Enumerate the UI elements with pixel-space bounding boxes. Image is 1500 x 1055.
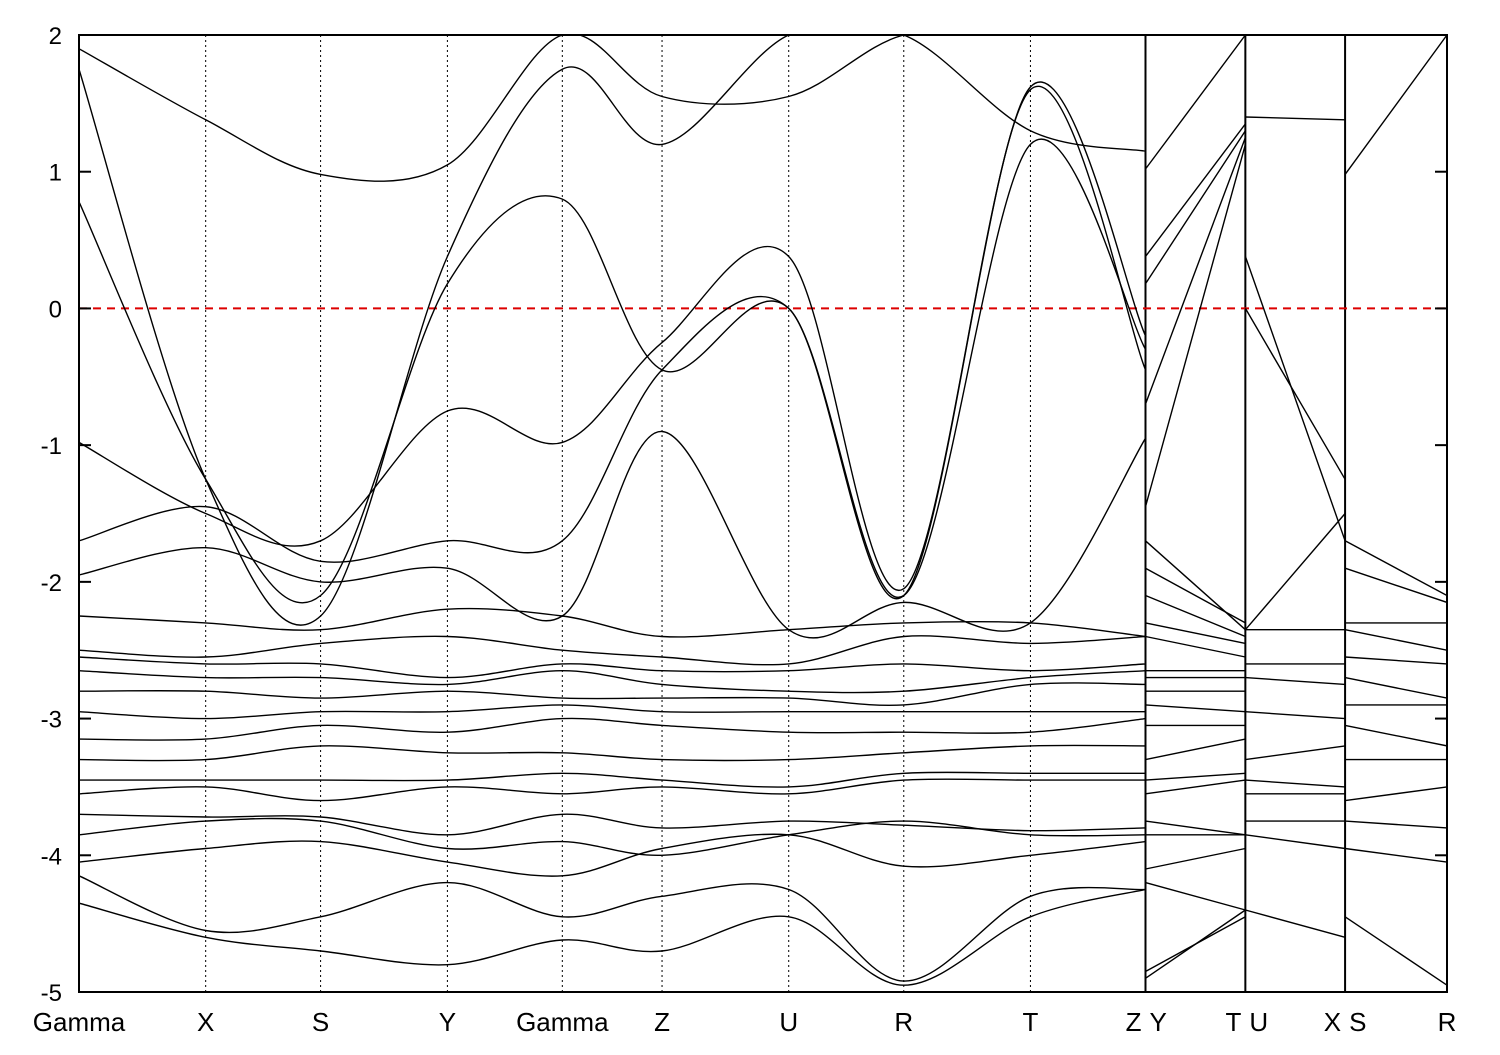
band-line <box>1244 308 1346 480</box>
band-line <box>1245 676 1346 686</box>
band-line <box>1145 916 1246 973</box>
band-line <box>1344 567 1447 604</box>
band-line <box>79 138 1147 599</box>
band-line <box>1344 540 1447 597</box>
band-line <box>79 81 1147 604</box>
kpoint-label: S <box>1349 1007 1366 1037</box>
kpoint-label: Z <box>1126 1007 1142 1037</box>
band-line <box>1344 35 1447 175</box>
band-line <box>1145 540 1246 631</box>
y-tick-label: -1 <box>41 433 62 460</box>
band-line <box>79 430 1147 639</box>
band-line <box>1245 745 1346 761</box>
y-tick-label: -4 <box>41 843 62 870</box>
band-line <box>79 888 1146 986</box>
band-line <box>79 85 1147 592</box>
band-line <box>79 35 1146 182</box>
band-line <box>79 607 1146 638</box>
band-line <box>79 833 1146 877</box>
kpoint-label: Y <box>439 1007 456 1037</box>
band-line <box>1145 847 1246 870</box>
y-tick-label: 0 <box>49 296 62 323</box>
y-tick-label: -3 <box>41 707 62 734</box>
kpoint-label: S <box>312 1007 329 1037</box>
band-line <box>79 717 1146 741</box>
band-line <box>1144 144 1247 507</box>
band-line <box>1145 567 1246 624</box>
band-line <box>79 744 1146 762</box>
band-line <box>1244 513 1346 631</box>
band-line <box>1145 704 1246 713</box>
band-line <box>1345 847 1447 863</box>
band-line <box>1245 711 1346 720</box>
band-line <box>79 813 1146 836</box>
band-line <box>1245 779 1346 788</box>
kpoint-label: T <box>1225 1007 1241 1037</box>
band-line <box>79 771 1146 788</box>
y-tick-label: -5 <box>41 980 62 1007</box>
kpoint-label: Gamma <box>33 1007 126 1037</box>
band-line <box>1245 909 1346 938</box>
band-line <box>1345 656 1447 665</box>
band-line <box>79 35 1146 626</box>
band-line <box>79 669 1146 694</box>
band-line <box>1345 820 1447 829</box>
band-line <box>1145 772 1246 781</box>
band-line <box>1144 137 1247 405</box>
band-line <box>1344 629 1447 651</box>
band-line <box>79 875 1146 982</box>
band-line <box>1144 35 1246 170</box>
kpoint-label: Gamma <box>516 1007 609 1037</box>
y-tick-label: -2 <box>41 570 62 597</box>
high-symmetry-gridlines <box>205 35 1346 992</box>
kpoint-label: X <box>197 1007 214 1037</box>
band-line <box>1245 834 1346 850</box>
band-line <box>79 778 1146 802</box>
plot-frame <box>78 34 1448 993</box>
kpoint-label: Y <box>1149 1007 1166 1037</box>
band-line <box>1145 820 1246 836</box>
band-line <box>79 682 1146 706</box>
band-line <box>1144 130 1246 285</box>
band-line <box>1344 724 1447 747</box>
band-line <box>1244 256 1346 542</box>
band-line <box>1245 116 1346 121</box>
band-line <box>1344 916 1447 986</box>
band-line <box>79 704 1146 720</box>
band-lines <box>79 35 1447 986</box>
x-axis-labels: Gamma X S Y Gamma Z U R T Z Y T U X S R <box>33 1007 1457 1037</box>
band-line <box>1144 123 1246 257</box>
y-tick-label: 2 <box>49 23 62 50</box>
band-line <box>79 817 1146 857</box>
band-line <box>1145 881 1246 911</box>
band-line <box>1145 622 1246 645</box>
kpoint-label: R <box>894 1007 913 1037</box>
band-line <box>1145 635 1246 658</box>
kpoint-label: T <box>1022 1007 1038 1037</box>
kpoint-label: X <box>1324 1007 1341 1037</box>
y-axis-ticks: 2 1 0 -1 -2 -3 -4 -5 <box>41 23 1447 1007</box>
y-tick-label: 1 <box>49 160 62 187</box>
kpoint-label: Z <box>654 1007 670 1037</box>
kpoint-label: U <box>779 1007 798 1037</box>
kpoint-label: R <box>1438 1007 1457 1037</box>
band-line <box>1345 786 1447 802</box>
band-line <box>1145 779 1246 795</box>
band-line <box>79 635 1146 666</box>
band-line <box>79 656 1146 679</box>
band-line <box>1145 594 1246 638</box>
kpoint-label: U <box>1249 1007 1268 1037</box>
band-line <box>1145 738 1246 761</box>
band-line <box>1344 676 1447 699</box>
